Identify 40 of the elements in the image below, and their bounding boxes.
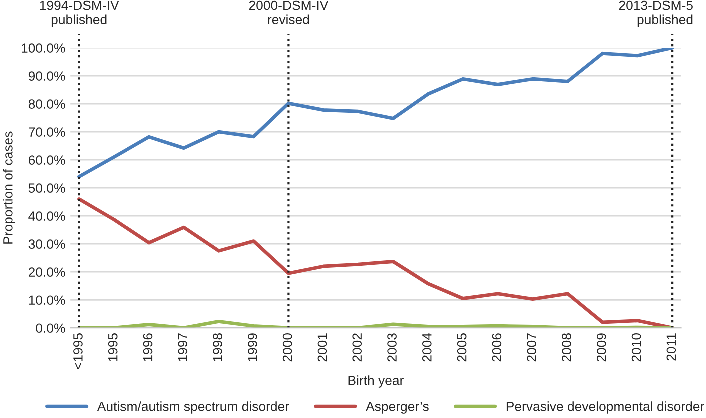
x-tick-label: 2007 (527, 334, 537, 362)
x-tick-label: 2003 (388, 334, 397, 362)
y-tick-label: 100.0% (22, 44, 66, 53)
y-tick-label: 60.0% (29, 156, 66, 166)
x-tick-label: 2001 (318, 334, 328, 362)
x-tick-label: 2004 (422, 333, 432, 362)
line-series (78, 320, 674, 328)
x-tick-label: 2002 (352, 334, 362, 362)
y-tick-label: 90.0% (28, 72, 66, 81)
x-tick-label: 2005 (457, 334, 467, 362)
x-tick-label: 1999 (248, 334, 258, 362)
x-tick-label: 1995 (108, 334, 118, 362)
ref-line-label: 1994-DSM-IV published (40, 0, 120, 28)
y-tick-label: 40.0% (28, 212, 66, 222)
y-tick-label: 80.0% (28, 100, 66, 109)
y-tick-label: 0.0% (36, 324, 66, 334)
x-axis-title: Birth year (348, 376, 404, 388)
y-tick-label: 50.0% (28, 184, 66, 194)
line-series (78, 48, 674, 179)
x-tick-label: 2010 (632, 334, 642, 362)
x-tick-label: 1998 (213, 334, 222, 362)
legend-label: Asperger’s (366, 402, 429, 414)
y-tick-label: 20.0% (28, 268, 66, 278)
y-axis-title: Proportion of cases (3, 132, 16, 244)
y-tick-label: 30.0% (28, 240, 66, 250)
y-tick-label: 10.0% (29, 296, 66, 306)
x-tick-label: 1997 (178, 334, 188, 362)
ref-line-label: 2013-DSM-5 published (619, 0, 693, 28)
legend-label: Pervasive developmental disorder (506, 402, 704, 414)
x-tick-label: 2011 (666, 334, 676, 361)
ref-line-label: 2000-DSM-IV revised (249, 0, 329, 24)
y-tick-label: 70.0% (29, 128, 66, 137)
x-tick-label: 2009 (596, 334, 606, 362)
legend-label: Autism/autism spectrum disorder (97, 402, 290, 414)
line-series (78, 198, 674, 328)
x-tick-label: 2006 (492, 334, 502, 362)
x-tick-label: 1996 (143, 334, 153, 362)
x-tick-label: 2000 (282, 334, 292, 362)
x-tick-label: <1995 (74, 334, 83, 370)
x-tick-label: 2008 (562, 334, 572, 362)
